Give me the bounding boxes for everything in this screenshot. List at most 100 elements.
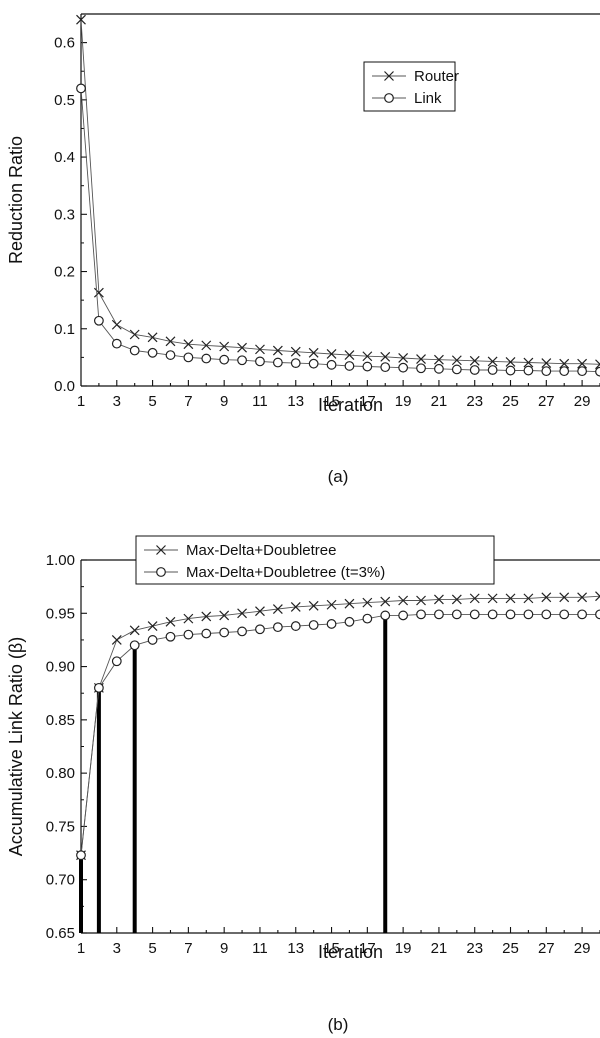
b-data-point [255, 606, 265, 617]
b-data-point [326, 599, 337, 610]
b-legend-marker-1 [156, 567, 166, 577]
a-data-point [165, 336, 176, 347]
a-data-point [308, 358, 319, 369]
a-data-point [541, 358, 552, 369]
a-data-point [487, 356, 498, 367]
a-legend-marker-1 [384, 93, 394, 103]
b-data-point [111, 635, 122, 645]
b-data-point [237, 608, 247, 619]
a-legend-marker-0 [384, 71, 394, 81]
a-data-point [255, 344, 265, 355]
a-data-point [559, 366, 570, 377]
a-data-point [326, 359, 337, 370]
b-y-tick-label: 0.65 [46, 925, 75, 942]
b-data-point [165, 616, 176, 627]
b-legend-box [135, 535, 495, 585]
a-x-tick-label: 15 [323, 393, 340, 410]
b-legend-label-1: Max-Delta+Doubletree (t=3%) [186, 564, 385, 581]
a-x-tick-label: 1 [77, 393, 85, 410]
a-legend-label-0: Router [414, 68, 459, 85]
b-data-point [487, 593, 498, 604]
a-data-point [434, 363, 444, 374]
b-data-point [272, 604, 283, 614]
b-x-tick-label: 1 [77, 940, 85, 957]
b-x-tick-label: 9 [220, 940, 228, 957]
a-data-point [577, 366, 588, 377]
a-y-tick-label: 0.6 [54, 35, 75, 52]
b-x-tick-label: 29 [574, 940, 591, 957]
a-y-axis-label: Reduction Ratio [6, 136, 26, 264]
b-y-tick-label: 0.70 [46, 872, 75, 889]
b-data-point [111, 656, 122, 667]
b-data-point [416, 609, 426, 620]
b-x-tick-label: 5 [148, 940, 156, 957]
b-data-point [595, 609, 600, 620]
a-data-point [272, 345, 283, 356]
b-data-point [398, 610, 409, 621]
a-data-point [165, 350, 176, 360]
b-data-point [380, 596, 391, 607]
b-x-axis-label: Iteration [318, 942, 383, 962]
a-data-point [505, 365, 516, 376]
b-data-point [469, 593, 480, 604]
b-data-point [559, 609, 570, 620]
b-x-tick-label: 27 [538, 940, 555, 957]
a-data-point [201, 340, 212, 351]
b-data-point [237, 626, 247, 637]
a-x-tick-label: 25 [502, 393, 519, 410]
a-x-tick-label: 21 [431, 393, 448, 410]
b-data-point [219, 610, 230, 621]
a-data-point [523, 365, 534, 376]
a-y-tick-label: 0.5 [54, 92, 75, 109]
a-x-tick-label: 29 [574, 393, 591, 410]
a-data-point [76, 83, 86, 94]
b-data-point [290, 601, 301, 612]
a-data-point [398, 362, 409, 373]
a-data-point [290, 358, 301, 369]
b-data-point [398, 595, 409, 606]
a-data-point [237, 355, 247, 366]
a-y-tick-label: 0.1 [54, 321, 75, 338]
a-data-point [183, 352, 194, 363]
b-data-point [326, 619, 337, 629]
b-legend-marker-0 [156, 545, 166, 555]
a-data-point [326, 349, 337, 359]
b-data-point [416, 595, 426, 606]
b-data-point [308, 620, 319, 630]
a-data-point [147, 332, 158, 343]
b-data-point [344, 598, 355, 609]
b-data-point [362, 597, 373, 608]
a-data-point [487, 365, 498, 375]
a-data-point [541, 366, 552, 377]
b-data-point [147, 635, 158, 645]
b-data-point [451, 594, 462, 605]
a-data-point [183, 339, 194, 350]
b-data-point [201, 628, 212, 639]
a-data-point [451, 364, 462, 375]
b-data-point [505, 593, 516, 604]
panel-b-chart: 0.650.700.750.800.850.900.951.001 3 5 7 9 11 1… [6, 535, 600, 962]
a-data-point [559, 358, 570, 369]
a-x-tick-label: 13 [287, 393, 304, 410]
a-data-point [111, 338, 122, 349]
panel-a-chart: 0.00.10.20.30.40.50.61 3 5 7 9 11 13 15 17 19 21 23… [6, 13, 600, 415]
a-x-tick-label: 27 [538, 393, 555, 410]
b-data-point [147, 621, 158, 631]
a-legend-box [363, 61, 456, 112]
a-data-point [147, 347, 158, 358]
b-data-point [541, 592, 552, 603]
b-x-tick-label: 23 [466, 940, 483, 957]
b-data-point [487, 609, 498, 620]
caption-b: (b) [328, 1015, 349, 1034]
b-data-point [76, 850, 86, 861]
a-data-point [523, 357, 534, 368]
a-data-point [362, 361, 373, 372]
b-data-point [577, 592, 588, 603]
a-x-tick-label: 23 [466, 393, 483, 410]
a-data-point [451, 355, 462, 366]
a-data-point [469, 355, 480, 366]
b-legend-label-0: Max-Delta+Doubletree [186, 542, 337, 559]
b-data-point [362, 613, 373, 624]
b-data-point [451, 609, 462, 620]
b-data-point [93, 682, 104, 693]
